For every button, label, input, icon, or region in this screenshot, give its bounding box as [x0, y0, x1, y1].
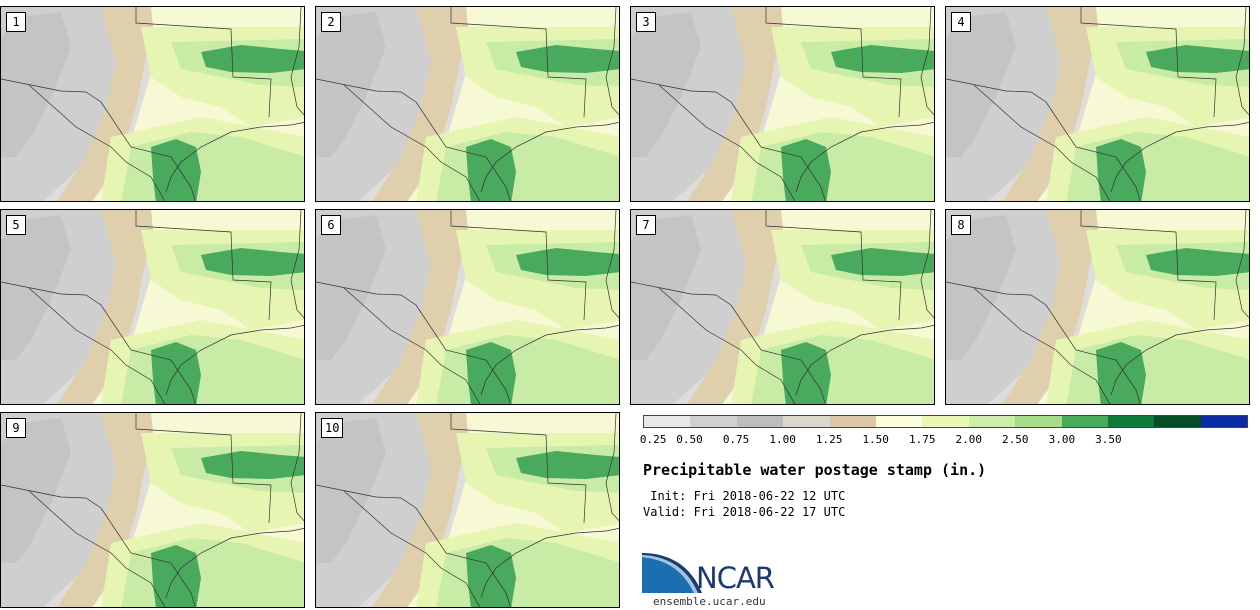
ncar-logo-icon [642, 553, 702, 593]
colorbar-swatch [875, 416, 923, 427]
panel-number: 5 [6, 215, 26, 235]
precipitable-water-map [946, 7, 1249, 201]
plot-title: Precipitable water postage stamp (in.) [643, 461, 987, 479]
colorbar-swatch [968, 416, 1016, 427]
colorbar-tick-label: 3.00 [1048, 433, 1076, 446]
colorbar-swatch [736, 416, 784, 427]
panel-number: 7 [636, 215, 656, 235]
panel-number: 8 [951, 215, 971, 235]
logo-text: NCAR [696, 561, 775, 595]
panel-number: 4 [951, 12, 971, 32]
ensemble-member-panel-4: 4 [945, 6, 1250, 202]
colorbar-tick-label: 1.75 [908, 433, 936, 446]
colorbar-swatch [829, 416, 876, 427]
colorbar-swatch [1107, 416, 1155, 427]
precipitable-water-map [316, 210, 619, 404]
init-time: Init: Fri 2018-06-22 12 UTC [643, 489, 846, 503]
precipitable-water-map [1, 413, 304, 607]
colorbar-tick-label: 2.00 [955, 433, 983, 446]
panel-number: 2 [321, 12, 341, 32]
ensemble-member-panel-7: 7 [630, 209, 935, 405]
colorbar-swatch [690, 416, 737, 427]
colorbar [643, 415, 1248, 428]
ensemble-member-panel-8: 8 [945, 209, 1250, 405]
panel-number: 3 [636, 12, 656, 32]
colorbar-swatch [1061, 416, 1108, 427]
website-url: ensemble.ucar.edu [653, 595, 766, 608]
panel-number: 10 [321, 418, 344, 438]
precipitable-water-map [1, 7, 304, 201]
ensemble-member-panel-2: 2 [315, 6, 620, 202]
colorbar-swatch [1200, 416, 1248, 427]
panel-number: 6 [321, 215, 341, 235]
colorbar-tick-label: 0.25 [639, 433, 667, 446]
precipitable-water-map [631, 7, 934, 201]
colorbar-tick-label: 3.50 [1095, 433, 1122, 446]
precipitable-water-map [946, 210, 1249, 404]
colorbar-ticks: 0.25 0.50 0.75 1.00 1.25 1.50 1.75 2.00 2.50 3.00… [639, 433, 1248, 447]
colorbar-tick-label: 1.25 [815, 433, 843, 446]
panel-number: 9 [6, 418, 26, 438]
colorbar-swatch [1154, 416, 1201, 427]
colorbar-swatch [1015, 416, 1062, 427]
colorbar-tick-label: 1.00 [769, 433, 796, 446]
colorbar-swatch [644, 416, 691, 427]
ensemble-member-panel-3: 3 [630, 6, 935, 202]
colorbar-swatch [922, 416, 969, 427]
colorbar-tick-label: 2.50 [1002, 433, 1029, 446]
colorbar-swatch [783, 416, 830, 427]
colorbar-tick-label: 0.50 [676, 433, 703, 446]
precipitable-water-map [631, 210, 934, 404]
precipitable-water-map [316, 7, 619, 201]
colorbar-tick-label: 1.50 [862, 433, 889, 446]
ensemble-member-panel-6: 6 [315, 209, 620, 405]
precipitable-water-map [1, 210, 304, 404]
ensemble-member-panel-1: 1 [0, 6, 305, 202]
ensemble-member-panel-10: 10 [315, 412, 620, 608]
ensemble-member-panel-5: 5 [0, 209, 305, 405]
ensemble-member-panel-9: 9 [0, 412, 305, 608]
panel-number: 1 [6, 12, 26, 32]
precipitable-water-map [316, 413, 619, 607]
colorbar-tick-label: 0.75 [722, 433, 750, 446]
valid-time: Valid: Fri 2018-06-22 17 UTC [643, 505, 846, 519]
